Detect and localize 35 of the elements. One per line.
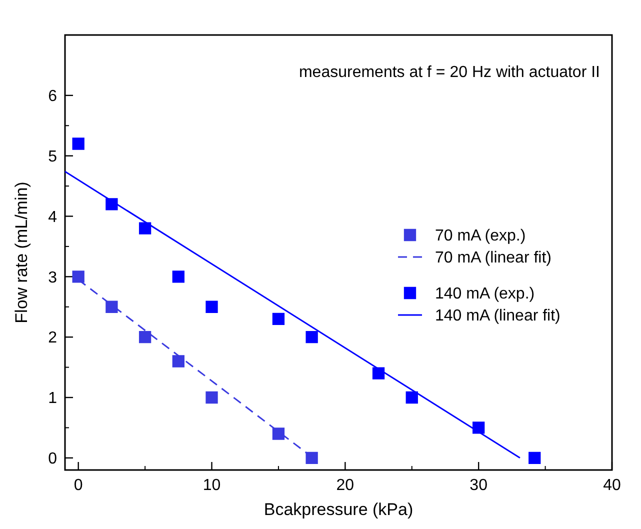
point <box>72 270 84 283</box>
x-tick-label: 40 <box>603 477 621 494</box>
legend-label: 70 mA (linear fit) <box>435 250 552 267</box>
y-tick-label: 0 <box>48 450 58 468</box>
point <box>206 391 218 404</box>
point <box>406 391 418 404</box>
point <box>138 331 152 344</box>
annotation: measurements at f = 20 Hz with actuator II <box>298 64 600 81</box>
point <box>272 428 285 440</box>
y-tick-label: 4 <box>48 208 58 226</box>
x-tick-label: 0 <box>74 477 83 494</box>
x-tick-label: 20 <box>336 477 354 494</box>
x-tick-label: 30 <box>470 477 488 494</box>
y-axis-title: Flow rate (mL/min) <box>12 182 31 324</box>
point <box>206 300 218 313</box>
point <box>172 270 184 283</box>
legend-label: 140 mA (exp.) <box>435 286 535 303</box>
point <box>106 300 118 313</box>
x-tick-label: 10 <box>202 477 221 494</box>
y-tick-label: 1 <box>48 390 58 408</box>
point <box>138 222 152 234</box>
point <box>306 331 318 344</box>
point <box>172 355 184 368</box>
point <box>472 422 485 434</box>
point <box>528 452 541 464</box>
x-axis-title: Bcakpressure (kPa) <box>264 500 414 519</box>
legend-label: 140 mA (linear fit) <box>435 308 560 325</box>
legend-label: 70 mA (exp.) <box>435 228 526 245</box>
point <box>272 312 285 326</box>
y-tick-label: 3 <box>48 269 58 286</box>
y-tick-label: 6 <box>48 88 58 106</box>
point <box>72 138 84 150</box>
y-tick-label: 5 <box>48 148 58 166</box>
point <box>306 452 318 464</box>
y-tick-label: 2 <box>48 330 58 347</box>
